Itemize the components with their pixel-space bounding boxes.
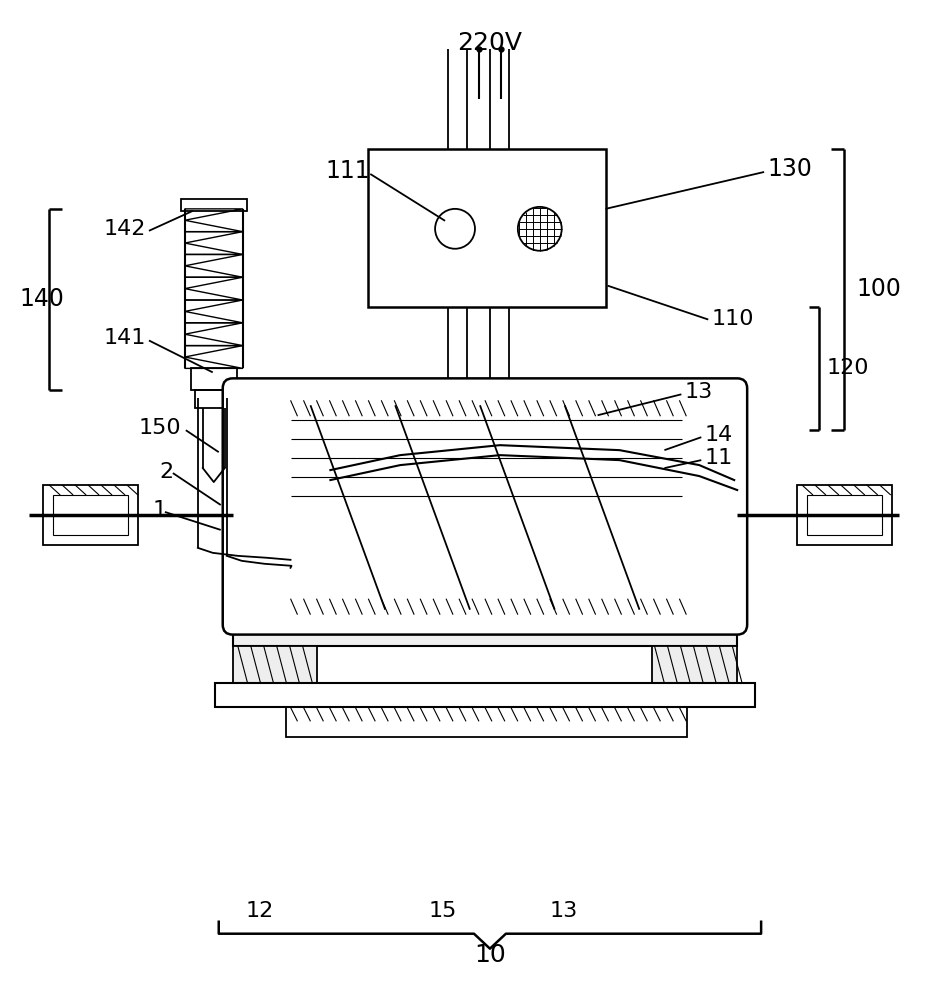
- Bar: [233, 622, 737, 646]
- Text: 13: 13: [685, 382, 713, 402]
- Bar: [807, 495, 882, 535]
- Circle shape: [517, 207, 561, 251]
- Bar: [215, 683, 756, 707]
- Bar: [191, 368, 236, 390]
- Text: 120: 120: [827, 358, 870, 378]
- Text: 111: 111: [325, 159, 370, 183]
- Text: 2: 2: [159, 462, 173, 482]
- Text: 110: 110: [712, 309, 754, 329]
- Circle shape: [435, 209, 475, 249]
- Text: 1: 1: [153, 500, 167, 520]
- Text: 12: 12: [246, 901, 274, 921]
- Bar: [368, 149, 605, 307]
- Text: 10: 10: [474, 943, 506, 967]
- Bar: [797, 485, 892, 545]
- Text: 142: 142: [103, 219, 146, 239]
- Bar: [432, 388, 540, 412]
- Bar: [195, 390, 233, 408]
- Text: 14: 14: [704, 425, 732, 445]
- Text: 220V: 220V: [458, 31, 522, 55]
- Bar: [181, 199, 247, 211]
- Bar: [43, 485, 138, 545]
- Bar: [53, 495, 128, 535]
- Text: 130: 130: [767, 157, 812, 181]
- Text: 13: 13: [550, 901, 578, 921]
- Text: 140: 140: [20, 287, 64, 311]
- Bar: [653, 646, 737, 683]
- Text: 150: 150: [139, 418, 181, 438]
- Text: 100: 100: [856, 277, 901, 301]
- Text: 11: 11: [704, 448, 732, 468]
- Bar: [579, 402, 594, 417]
- Bar: [286, 707, 687, 737]
- Text: 141: 141: [103, 328, 146, 348]
- Bar: [286, 400, 687, 615]
- Text: 15: 15: [428, 901, 457, 921]
- Bar: [233, 646, 318, 683]
- FancyBboxPatch shape: [222, 378, 747, 635]
